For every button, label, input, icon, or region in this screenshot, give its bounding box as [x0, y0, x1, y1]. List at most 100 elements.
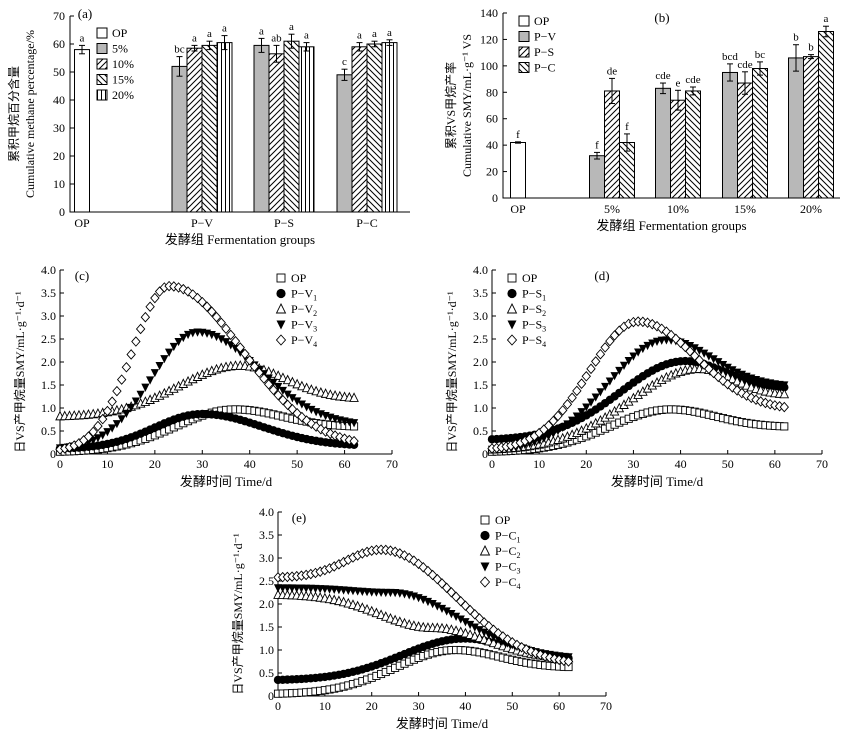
bar: [737, 82, 753, 199]
y-tick-label: 4.0: [259, 505, 274, 519]
data-point: [582, 403, 591, 412]
data-point: [484, 620, 494, 632]
x-tick-label: 20: [580, 457, 592, 471]
data-point: [423, 565, 433, 577]
significance-letter: c: [342, 56, 347, 68]
y-tick-label: 2.5: [259, 574, 274, 588]
data-point: [480, 530, 490, 541]
significance-letter: cde: [655, 70, 670, 82]
data-point: [140, 311, 151, 323]
data-point: [441, 582, 452, 594]
data-point: [727, 382, 738, 393]
y-tick-label: 3.5: [259, 528, 274, 542]
y-tick-label: 4.0: [41, 263, 56, 277]
y-tick-label: 2.0: [41, 355, 56, 369]
data-point: [728, 366, 737, 375]
chart-b: 0 20 40 60 80 100 120 140 累积VS甲烷产率 Cumulative SMY…: [443, 6, 840, 233]
y-tick-label: 0.5: [473, 424, 488, 438]
legend-label: 5%: [112, 42, 128, 56]
y-tick-label: 1.5: [473, 378, 488, 392]
significance-letter: a: [372, 28, 377, 40]
significance-letter: a: [357, 30, 362, 42]
x-tick-label: 60: [769, 457, 781, 471]
bar: [381, 42, 398, 213]
significance-letter: a: [80, 32, 85, 44]
bar: [171, 65, 188, 213]
data-point: [456, 615, 465, 624]
data-point: [197, 296, 207, 308]
data-point: [276, 273, 286, 283]
data-point: [506, 302, 518, 314]
y-tick-label: 30: [53, 121, 65, 135]
y-tick-label: 1.0: [259, 643, 274, 657]
legend-label: P−S: [534, 45, 554, 59]
data-point: [221, 338, 231, 347]
data-point: [312, 408, 321, 417]
significance-letter: a: [207, 28, 212, 40]
data-point: [723, 363, 732, 372]
data-point: [567, 392, 577, 404]
data-point: [112, 420, 122, 429]
data-point: [164, 348, 174, 357]
data-point: [638, 344, 647, 354]
data-point: [475, 626, 484, 635]
data-point: [292, 378, 302, 389]
legend-label-main: P−S: [522, 318, 542, 332]
data-point: [595, 348, 606, 360]
data-point: [581, 371, 591, 382]
y-tick-label: 10: [53, 177, 65, 191]
legend-swatch: [96, 74, 108, 85]
significance-letter: cde: [685, 74, 700, 86]
data-point: [610, 372, 619, 381]
data-point: [488, 624, 499, 636]
data-point: [297, 411, 307, 423]
data-point: [301, 415, 312, 426]
y-axis-label-cn: 累积甲烷百分含量: [6, 66, 21, 162]
data-point: [671, 333, 681, 345]
significance-letter: e: [676, 77, 681, 89]
data-point: [107, 396, 117, 407]
data-point: [395, 548, 405, 559]
data-point: [690, 344, 699, 353]
x-axis-label: 发酵时间 Time/d: [180, 474, 273, 489]
data-point: [661, 326, 672, 337]
legend-label-main: P−V: [291, 302, 313, 316]
y-tick-label: 3.0: [259, 551, 274, 565]
data-point: [183, 330, 193, 340]
x-tick-label: 50: [291, 457, 303, 471]
series-1: [487, 356, 789, 444]
data-point: [235, 342, 245, 353]
legend-label: P−V1: [291, 287, 317, 303]
y-tick-label: 0: [268, 689, 274, 703]
y-tick-label: 50: [53, 65, 65, 79]
data-point: [507, 273, 517, 283]
data-point: [179, 333, 188, 343]
chart-e: 0 0.5 1.0 1.5 2.0 2.5 3.0 3.5 4.0 0 10 20 30 40 50 60 70…: [231, 505, 612, 731]
data-point: [88, 426, 98, 438]
significance-letter: bc: [174, 44, 185, 56]
data-point: [169, 342, 178, 352]
panel-label: (d): [594, 268, 609, 283]
chart-d: 0 0.5 1.0 1.5 2.0 2.5 3.0 3.5 4.0 0 10 20 30 40 50 60 70…: [445, 263, 828, 489]
x-tick-label: 10: [101, 457, 113, 471]
bar: [201, 44, 218, 213]
significance-letter: a: [222, 23, 227, 35]
data-point: [779, 388, 790, 399]
data-point: [216, 317, 226, 329]
data-point: [601, 382, 610, 392]
legend-swatch: [518, 62, 530, 73]
data-point: [302, 403, 311, 412]
data-point: [273, 370, 283, 380]
data-point: [245, 354, 255, 366]
y-axis-label-cn: 累积VS甲烷产率: [443, 62, 458, 149]
data-point: [349, 392, 359, 402]
data-point: [733, 368, 742, 377]
significance-letter: f: [516, 129, 520, 141]
y-tick-label: 2.0: [473, 355, 488, 369]
data-point: [548, 415, 558, 427]
data-point: [577, 408, 586, 417]
data-point: [263, 379, 274, 390]
y-tick-label: 0: [59, 205, 65, 219]
x-tick-label: 20%: [800, 202, 822, 216]
x-tick-label: 70: [816, 457, 828, 471]
